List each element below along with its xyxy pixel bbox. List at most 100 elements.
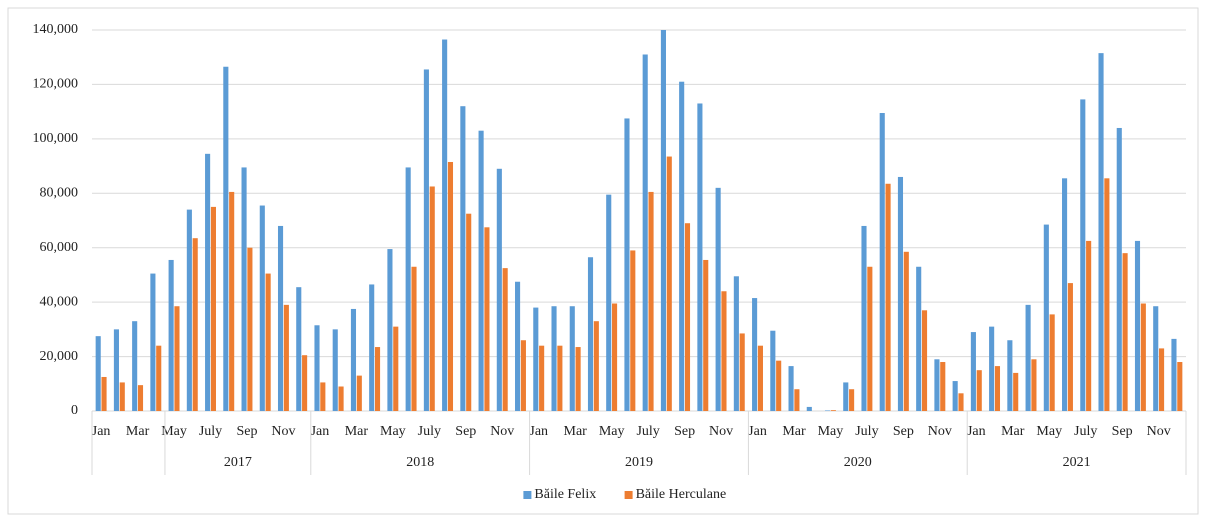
x-tick-label: July xyxy=(199,424,222,439)
bar xyxy=(794,389,800,411)
x-tick-label: Nov xyxy=(709,424,733,439)
bar xyxy=(830,410,836,411)
bar xyxy=(684,223,691,411)
x-tick-label: Mar xyxy=(1001,424,1025,439)
bar xyxy=(539,345,545,411)
bar xyxy=(1067,283,1073,411)
x-tick-label: May xyxy=(161,424,187,439)
x-tick-label: July xyxy=(855,424,878,439)
bar xyxy=(1140,303,1146,411)
bar xyxy=(897,176,904,411)
y-tick-label: 0 xyxy=(71,403,78,418)
bar xyxy=(970,332,976,411)
bar xyxy=(849,389,855,411)
bar xyxy=(387,249,393,411)
bar xyxy=(624,118,630,412)
bar xyxy=(283,304,289,411)
bar xyxy=(1049,314,1055,411)
bar xyxy=(557,345,563,411)
x-tick-label: Sep xyxy=(236,424,257,439)
bar xyxy=(660,30,666,411)
bar xyxy=(374,347,381,411)
bar xyxy=(205,153,211,411)
year-label: 2019 xyxy=(625,455,653,470)
x-tick-label: Jan xyxy=(529,424,548,439)
bar xyxy=(612,303,618,411)
bar xyxy=(442,39,448,412)
bar xyxy=(320,382,326,411)
bar xyxy=(648,191,654,411)
bar xyxy=(679,81,685,411)
bar xyxy=(168,259,174,411)
bar xyxy=(484,227,490,411)
bar xyxy=(952,381,958,411)
bar xyxy=(192,238,198,411)
x-tick-label: Mar xyxy=(564,424,588,439)
bar xyxy=(156,345,162,411)
x-tick-label: July xyxy=(1074,424,1097,439)
bar xyxy=(265,273,271,411)
legend-swatch xyxy=(624,491,633,499)
bar xyxy=(867,266,873,411)
bar xyxy=(229,191,235,411)
bar xyxy=(940,362,946,411)
bar xyxy=(861,225,867,411)
bar xyxy=(296,287,302,411)
bar xyxy=(976,370,982,411)
bar xyxy=(757,345,763,411)
bar xyxy=(423,69,429,411)
bar xyxy=(429,186,435,411)
bar xyxy=(515,281,521,411)
y-tick-label: 60,000 xyxy=(40,240,79,255)
bar xyxy=(551,306,557,411)
bar xyxy=(223,66,229,411)
bar xyxy=(1043,224,1049,411)
bar xyxy=(533,307,539,411)
x-tick-label: May xyxy=(380,424,406,439)
bar xyxy=(1007,340,1013,411)
bar xyxy=(879,113,885,411)
bar xyxy=(332,329,338,411)
bar xyxy=(788,366,794,411)
bar xyxy=(520,340,526,411)
x-tick-label: Jan xyxy=(92,424,111,439)
bar xyxy=(338,386,344,411)
bar xyxy=(587,257,594,411)
bar xyxy=(721,291,727,411)
x-tick-label: Mar xyxy=(126,424,150,439)
bar xyxy=(1134,240,1141,411)
bar xyxy=(715,187,721,411)
bar xyxy=(95,336,101,411)
bar xyxy=(1171,338,1177,411)
bar xyxy=(393,326,399,411)
bar xyxy=(994,366,1001,411)
bar xyxy=(989,326,995,411)
x-tick-label: May xyxy=(1036,424,1062,439)
bar xyxy=(824,410,831,411)
x-tick-label: Jan xyxy=(748,424,767,439)
bar xyxy=(630,250,636,411)
bar xyxy=(1025,304,1031,411)
bar xyxy=(411,266,417,411)
x-tick-label: Sep xyxy=(893,424,914,439)
bar xyxy=(1153,306,1159,411)
chart-border xyxy=(7,7,1199,515)
bar xyxy=(302,355,308,411)
bar xyxy=(1098,53,1104,411)
bar xyxy=(101,376,107,411)
bar xyxy=(478,130,484,411)
y-tick-label: 120,000 xyxy=(33,77,79,92)
x-tick-label: Sep xyxy=(1112,424,1133,439)
y-tick-label: 80,000 xyxy=(40,186,79,201)
bar xyxy=(575,347,581,411)
x-tick-label: Nov xyxy=(928,424,952,439)
bar xyxy=(1080,99,1086,412)
bar xyxy=(447,161,454,411)
x-tick-label: May xyxy=(599,424,625,439)
bar xyxy=(466,213,472,411)
bar xyxy=(1031,359,1037,411)
bar xyxy=(606,194,612,411)
bar xyxy=(460,106,466,411)
